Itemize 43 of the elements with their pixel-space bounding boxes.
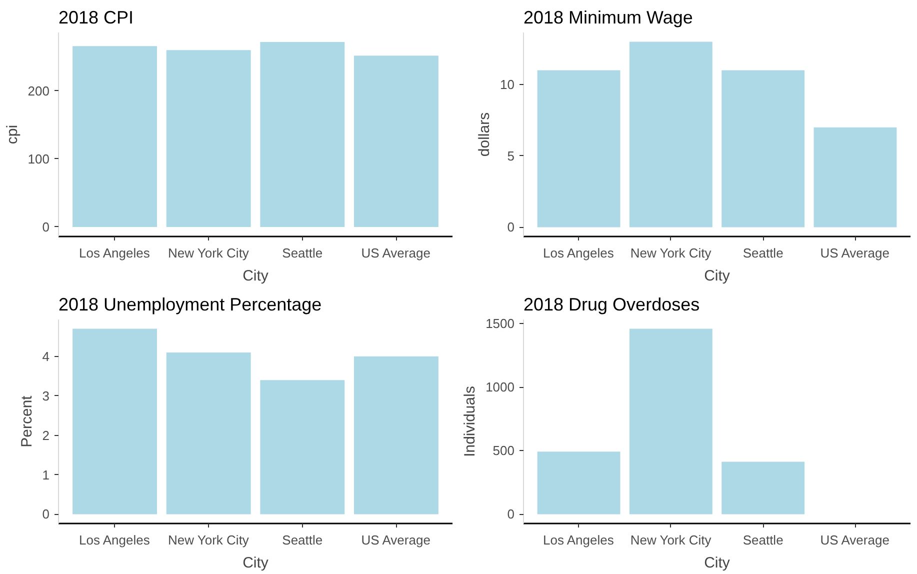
chart-title: 2018 CPI bbox=[58, 8, 134, 28]
x-tick-label: Seattle bbox=[742, 246, 784, 260]
x-tick-label: Los Angeles bbox=[79, 246, 150, 260]
y-axis-title: Individuals bbox=[462, 386, 479, 457]
chart-title: 2018 Minimum Wage bbox=[524, 8, 693, 28]
y-tick-label: 1500 bbox=[486, 316, 514, 331]
x-axis-title: City bbox=[242, 268, 269, 284]
chart-title: 2018 Drug Overdoses bbox=[524, 294, 700, 314]
x-tick-label: US Average bbox=[820, 246, 890, 260]
x-axis-title: City bbox=[704, 554, 730, 572]
x-tick-label: Los Angeles bbox=[543, 246, 614, 260]
y-tick-label: 5 bbox=[507, 148, 515, 164]
y-axis-title: dollars bbox=[476, 112, 494, 157]
y-tick-label: 3 bbox=[42, 388, 50, 404]
y-tick-label: 0 bbox=[42, 506, 50, 522]
y-tick-label: 10 bbox=[500, 77, 515, 92]
x-tick-label: Los Angeles bbox=[543, 532, 614, 548]
x-tick-label: Los Angeles bbox=[79, 532, 150, 548]
x-tick-label: US Average bbox=[361, 532, 430, 548]
y-tick-label: 2 bbox=[42, 428, 50, 443]
y-axis-title: cpi bbox=[4, 124, 21, 144]
x-tick-label: Seattle bbox=[282, 246, 323, 260]
x-tick-label: Seattle bbox=[282, 532, 323, 548]
y-tick-label: 0 bbox=[42, 219, 50, 234]
y-tick-label: 500 bbox=[492, 443, 515, 458]
x-tick-label: New York City bbox=[168, 246, 250, 260]
x-tick-label: US Average bbox=[361, 246, 430, 260]
y-tick-label: 1000 bbox=[486, 380, 514, 395]
x-tick-label: US Average bbox=[820, 532, 890, 548]
y-tick-label: 1 bbox=[42, 467, 50, 482]
y-tick-label: 200 bbox=[28, 83, 50, 98]
y-tick-label: 4 bbox=[42, 348, 50, 364]
x-tick-label: New York City bbox=[630, 246, 712, 260]
y-tick-label: 0 bbox=[507, 220, 515, 235]
y-tick-label: 100 bbox=[28, 151, 50, 166]
x-tick-label: New York City bbox=[630, 532, 712, 548]
x-tick-label: New York City bbox=[168, 532, 250, 548]
chart-title: 2018 Unemployment Percentage bbox=[58, 294, 322, 314]
x-axis-title: City bbox=[704, 268, 730, 284]
x-axis-title: City bbox=[242, 554, 269, 572]
y-tick-label: 0 bbox=[507, 506, 515, 522]
y-axis-title: Percent bbox=[18, 394, 36, 448]
x-tick-label: Seattle bbox=[742, 532, 784, 548]
